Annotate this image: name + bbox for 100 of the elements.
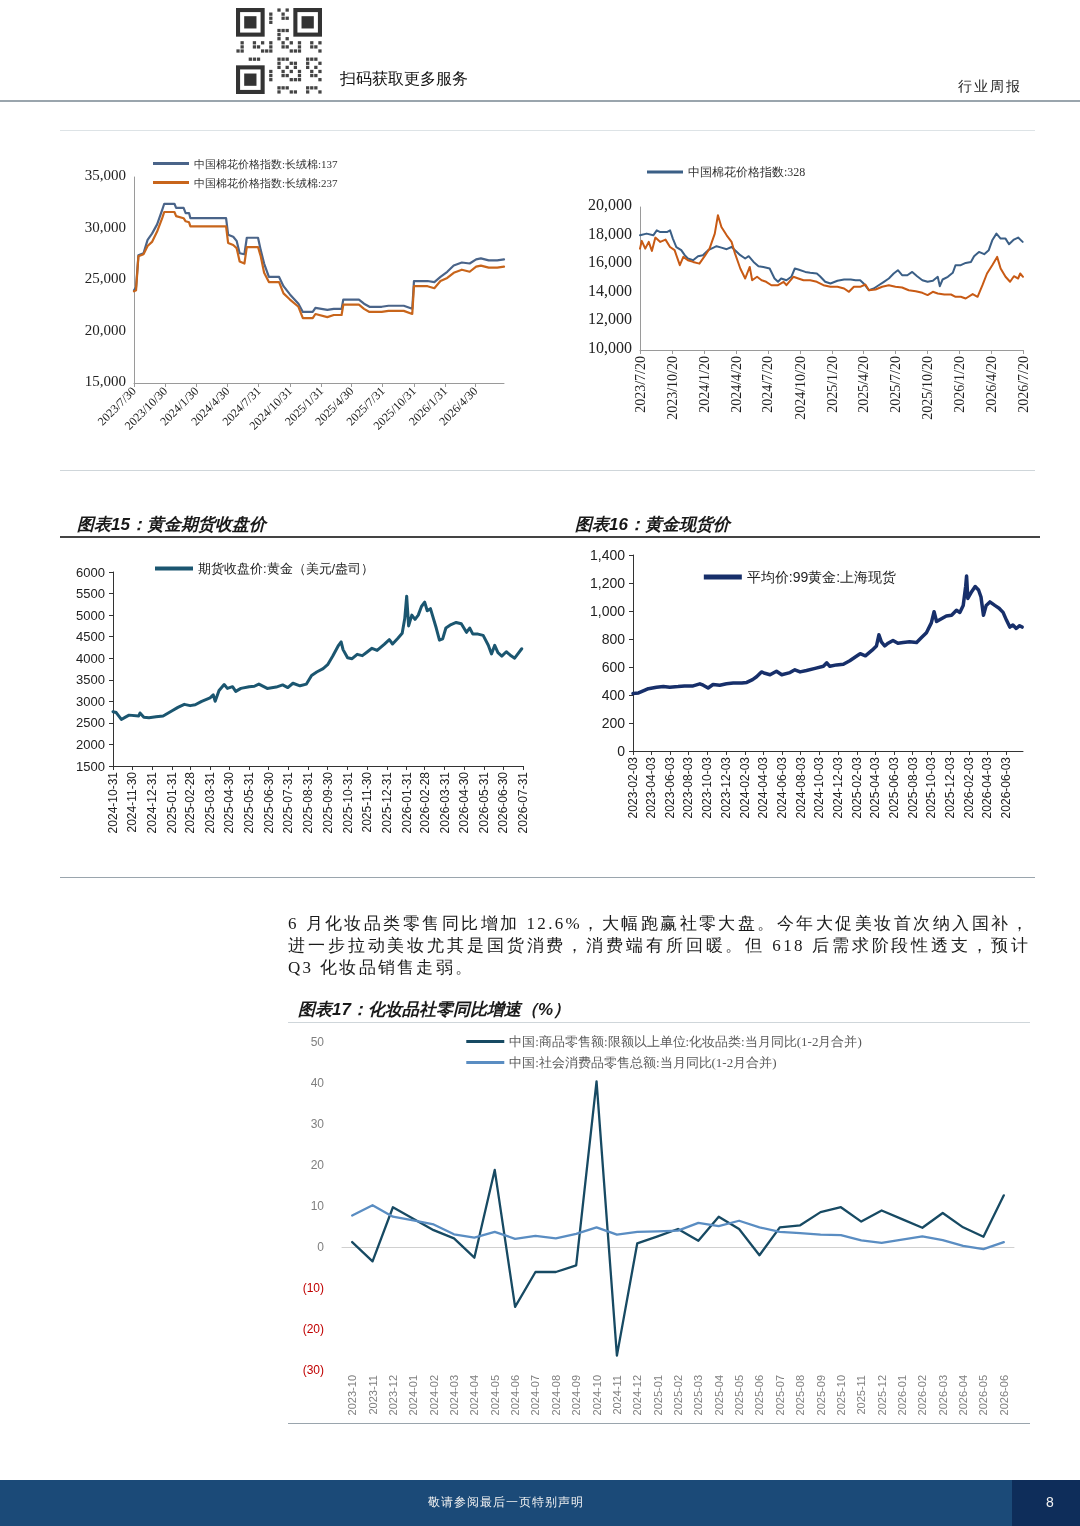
- x-tick-label: 2024-12-31: [145, 771, 160, 834]
- x-tick-label: 2024/1/20: [696, 356, 712, 413]
- x-tick-label: 2025-09: [814, 1375, 827, 1416]
- x-tick-label: 2023-10: [346, 1375, 359, 1416]
- x-tick-label: 2024-08-03: [793, 756, 808, 819]
- x-tick-label: 2023-04-03: [644, 756, 659, 819]
- y-tick-label: (30): [302, 1363, 324, 1377]
- legend-label: 中国:社会消费品零售总额:当月同比(1-2月合并): [509, 1055, 777, 1070]
- x-tick-label: 2026-04: [957, 1375, 970, 1416]
- x-tick-label: 2026-05: [977, 1375, 990, 1416]
- x-tick-label: 2025-12-31: [379, 771, 394, 834]
- y-tick-label: 20,000: [588, 195, 632, 213]
- x-tick-label: 2024-03: [448, 1375, 460, 1416]
- x-tick-label: 2024-06-03: [775, 756, 790, 819]
- x-tick-label: 2024-11: [610, 1375, 623, 1415]
- x-tick-label: 2025/1/20: [824, 356, 840, 413]
- line-series: [639, 229, 1024, 292]
- y-tick-label: 0: [617, 743, 626, 759]
- x-tick-label: 2025-01: [651, 1375, 664, 1416]
- x-tick-label: 2025-11-30: [359, 771, 374, 833]
- x-tick-label: 2025-07-31: [281, 771, 296, 834]
- x-tick-label: 2025-10-31: [340, 771, 355, 834]
- y-tick-label: 10,000: [588, 338, 632, 356]
- y-tick-label: (20): [302, 1322, 324, 1336]
- x-tick-label: 2025-05: [733, 1375, 746, 1416]
- legend-label: 中国棉花价格指数:328: [688, 165, 806, 179]
- x-tick-label: 2025-04: [712, 1375, 725, 1416]
- x-tick-label: 2025-04-03: [868, 756, 883, 819]
- x-tick-label: 2024-08: [549, 1375, 562, 1416]
- x-tick-label: 2024-06: [509, 1375, 522, 1416]
- x-tick-label: 2023-02-03: [626, 756, 640, 819]
- x-tick-label: 2024-05: [488, 1375, 501, 1416]
- x-tick-label: 2026/1/20: [952, 356, 968, 413]
- x-tick-label: 2023/7/20: [632, 356, 648, 413]
- y-tick-label: 25,000: [84, 270, 126, 286]
- x-tick-label: 2025-06: [753, 1375, 766, 1416]
- legend-label: 平均价:99黄金:上海现货: [746, 569, 897, 585]
- x-tick-label: 2025-08-03: [905, 756, 920, 819]
- text: 敬请参阅最后一页特别声明: [427, 1494, 585, 1510]
- y-tick-label: 15,000: [84, 373, 126, 389]
- y-tick-label: 3500: [76, 672, 105, 688]
- x-tick-label: 2026-06-03: [998, 756, 1013, 819]
- chart-title: 图表17：化妆品社零同比增速（%）: [298, 1000, 571, 1019]
- y-tick-label: 3000: [76, 693, 105, 709]
- y-tick-label: 200: [601, 715, 626, 731]
- y-tick-label: 14,000: [588, 281, 632, 299]
- y-tick-label: 600: [601, 659, 626, 675]
- x-tick-label: 2024-02: [427, 1375, 440, 1416]
- x-tick-label: 2025-10: [834, 1375, 847, 1416]
- x-tick-label: 2024-12: [631, 1375, 644, 1416]
- y-tick-label: 4500: [76, 629, 105, 645]
- y-tick-label: 12,000: [588, 310, 632, 328]
- x-tick-label: 2025-08-31: [301, 771, 316, 834]
- y-tick-label: 1500: [76, 758, 105, 774]
- y-tick-label: 6000: [76, 564, 105, 580]
- y-tick-label: 20: [310, 1158, 325, 1172]
- chart-title: 图表15：黄金期货收盘价: [77, 515, 269, 534]
- line-series: [111, 594, 524, 721]
- y-tick-label: 800: [601, 631, 626, 647]
- x-tick-label: 2025-11: [855, 1375, 868, 1415]
- x-tick-label: 2025-06-03: [886, 756, 901, 819]
- x-tick-label: 2026-02: [916, 1375, 929, 1416]
- x-tick-label: 2025-03: [692, 1375, 705, 1416]
- x-tick-label: 2025-08: [794, 1375, 807, 1416]
- line-series: [351, 1204, 1005, 1251]
- x-tick-label: 2025-09-30: [320, 771, 335, 834]
- legend-label: 中国棉花价格指数:长绒棉:137: [194, 157, 339, 170]
- x-tick-label: 2025-03-31: [203, 771, 218, 834]
- x-tick-label: 2025-02-03: [850, 756, 865, 819]
- chart-title: 图表16：黄金现货价: [575, 515, 733, 534]
- x-tick-label: 2025-12-03: [943, 756, 958, 819]
- x-tick-label: 2025-12: [875, 1375, 888, 1416]
- y-tick-label: 16,000: [588, 253, 632, 271]
- x-tick-label: 2025-07: [773, 1375, 786, 1416]
- x-tick-label: 2025/10/20: [920, 356, 936, 420]
- y-tick-label: 400: [601, 687, 626, 703]
- x-tick-label: 2026-06-30: [496, 771, 511, 834]
- x-tick-label: 2023-11: [366, 1375, 379, 1415]
- x-tick-label: 2024-10-31: [106, 771, 120, 834]
- x-tick-label: 2025-04-30: [222, 771, 237, 834]
- x-tick-label: 2023-10-03: [700, 756, 715, 819]
- x-tick-label: 2023/10/20: [664, 356, 680, 420]
- x-tick-label: 2026/7/20: [1015, 356, 1031, 413]
- y-tick-label: 40: [310, 1076, 325, 1090]
- x-tick-label: 2024-09: [570, 1375, 583, 1416]
- x-tick-label: 2023-12: [386, 1375, 399, 1416]
- x-tick-label: 2026-01-31: [399, 771, 414, 834]
- y-tick-label: 1,400: [589, 547, 626, 563]
- x-tick-label: 2025-10-03: [924, 756, 939, 819]
- legend-label: 期货收盘价:黄金（美元/盎司）: [198, 561, 375, 576]
- y-tick-label: 50: [310, 1035, 325, 1049]
- x-tick-label: 2024-12-03: [831, 756, 846, 819]
- x-tick-label: 2024-10: [590, 1375, 603, 1416]
- x-tick-label: 2023-08-03: [681, 756, 696, 819]
- x-tick-label: 2024-07: [529, 1375, 542, 1416]
- y-tick-label: 35,000: [84, 167, 126, 183]
- text: 扫码获取更多服务: [340, 69, 468, 89]
- y-tick-label: (10): [302, 1281, 324, 1295]
- x-tick-label: 2023-06-03: [662, 756, 677, 819]
- x-tick-label: 2025/4/20: [856, 356, 872, 413]
